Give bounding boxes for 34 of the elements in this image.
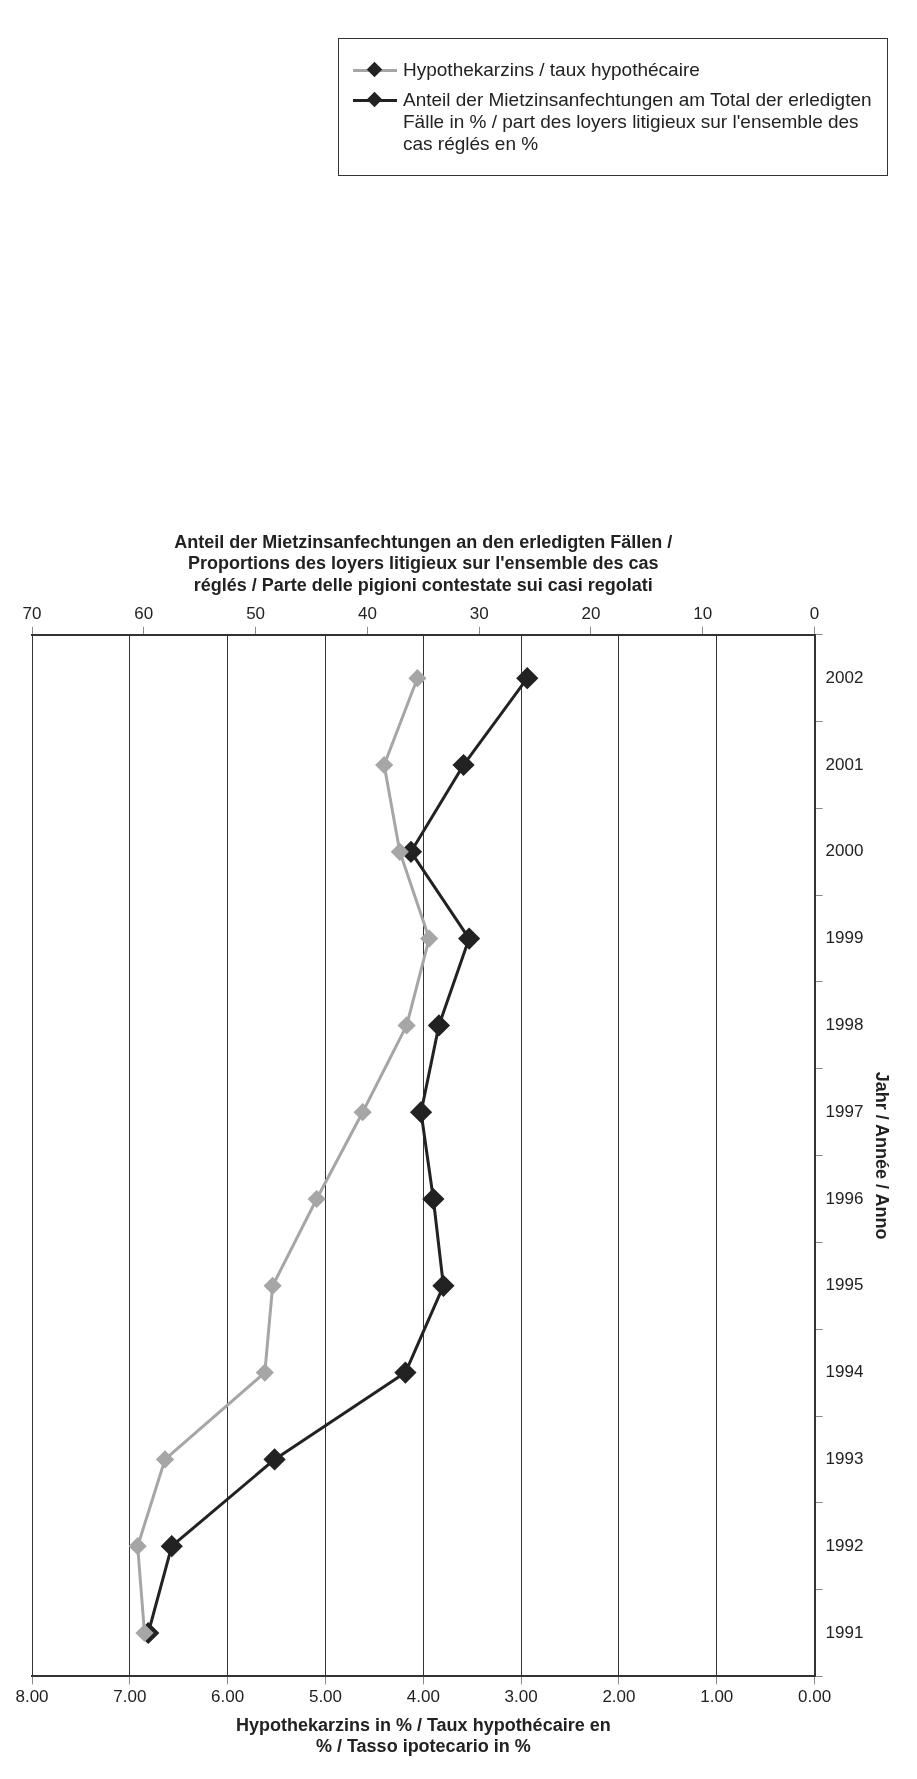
- x-tick-label: 6.00: [211, 1687, 245, 1707]
- x-tick-label: 5.00: [308, 1687, 343, 1707]
- x2-tick-label: 50: [246, 603, 266, 623]
- x2-tick-label: 40: [357, 603, 377, 623]
- y-tick-label: 2000: [825, 841, 864, 861]
- x2-tick-label: 30: [469, 603, 489, 623]
- x2-tick-label: 20: [581, 603, 601, 623]
- y-tick-label: 1993: [825, 1449, 864, 1469]
- x-tick-label: 2.00: [602, 1687, 636, 1707]
- y-tick-label: 2001: [825, 754, 864, 774]
- y-tick-label: 1999: [825, 928, 864, 948]
- y-axis-title: Jahr / Année / Anno: [872, 1071, 893, 1240]
- legend-label: Hypothekarzins / taux hypothécaire: [403, 59, 700, 81]
- x-tick-label: 7.00: [113, 1687, 147, 1707]
- x2-tick-label: 60: [134, 603, 154, 623]
- legend-label: Anteil der Mietzinsanfechtungen am Total der erledigten Fälle in % / part des loyers litigieux sur l'ensemble des cas réglés en %: [403, 89, 873, 155]
- y-tick-label: 1995: [825, 1275, 864, 1295]
- y-tick-label: 2002: [825, 667, 864, 687]
- x2-axis-title: Anteil der Mietzinsanfechtungen an den erledigten Fällen / Proportions des loyers litigieux sur l'ensemble des cas réglés / Parte delle pigioni contestate sui casi regolati: [174, 531, 673, 595]
- y-tick-label: 1994: [825, 1362, 864, 1382]
- y-tick-label: 1992: [825, 1535, 864, 1555]
- x2-tick-label: 10: [693, 603, 713, 623]
- x2-tick-label: 70: [22, 603, 42, 623]
- x2-tick-label: 0: [809, 603, 820, 623]
- x-tick-label: 0.00: [798, 1687, 832, 1707]
- x-axis-title: Hypothekarzins in % / Taux hypothécaire en % / Tasso ipotecario in %: [235, 1714, 611, 1757]
- x-tick-label: 1.00: [700, 1687, 734, 1707]
- x-tick-label: 3.00: [504, 1687, 538, 1707]
- y-tick-label: 1997: [825, 1101, 864, 1121]
- x-tick-label: 8.00: [15, 1687, 49, 1707]
- y-tick-label: 1991: [825, 1622, 864, 1642]
- y-tick-label: 1998: [825, 1015, 864, 1035]
- y-tick-label: 1996: [825, 1188, 864, 1208]
- x-tick-label: 4.00: [406, 1687, 440, 1707]
